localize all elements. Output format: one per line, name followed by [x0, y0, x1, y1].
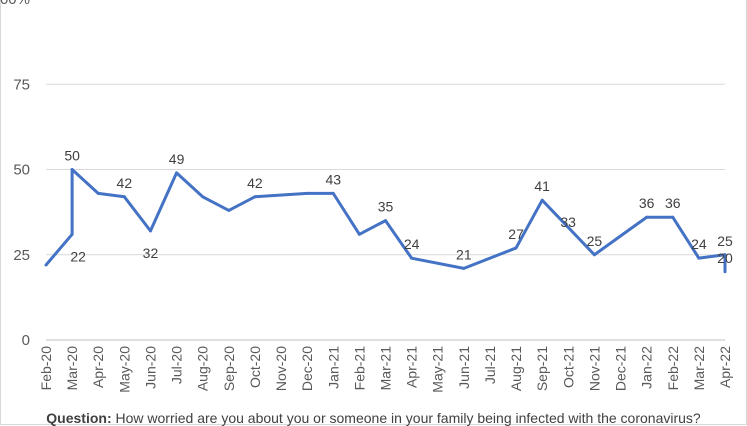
x-tick-label: Aug-21: [508, 346, 524, 391]
data-label: 36: [665, 195, 681, 211]
data-label: 24: [404, 236, 420, 252]
data-point: [70, 232, 74, 236]
data-point: [96, 191, 100, 195]
caption-text: How worried are you about you or someone…: [111, 410, 701, 426]
data-label: 24: [691, 236, 707, 252]
x-tick-label: Jul-20: [169, 346, 185, 384]
x-tick-label: Feb-21: [351, 346, 367, 391]
x-tick-label: Nov-21: [586, 346, 602, 391]
series-line: [44, 168, 727, 272]
data-point: [227, 208, 231, 212]
x-tick-label: Apr-21: [404, 346, 420, 388]
data-point: [410, 256, 414, 260]
y-tick-label: 100%: [0, 0, 30, 8]
data-point: [723, 253, 727, 257]
x-tick-label: Apr-22: [717, 346, 733, 388]
data-point: [723, 270, 727, 274]
data-label: 42: [247, 175, 263, 191]
x-tick-label: Dec-21: [613, 346, 629, 391]
data-point: [514, 246, 518, 250]
x-tick-label: Dec-20: [299, 346, 315, 391]
data-label: 41: [534, 178, 550, 194]
x-tick-label: May-21: [430, 346, 446, 393]
data-point: [175, 171, 179, 175]
x-tick-label: Jun-21: [456, 346, 472, 389]
x-tick-label: Jun-20: [142, 346, 158, 389]
data-label: 35: [378, 199, 394, 215]
x-tick-label: May-20: [116, 346, 132, 393]
data-point: [331, 191, 335, 195]
data-label: 20: [717, 250, 733, 266]
data-label: 42: [117, 175, 133, 191]
data-point: [305, 191, 309, 195]
data-label: 43: [325, 171, 341, 187]
data-point: [253, 195, 257, 199]
data-label: 25: [587, 233, 603, 249]
data-label: 50: [64, 148, 80, 164]
x-tick-label: Nov-20: [273, 346, 289, 391]
data-label: 33: [560, 214, 576, 230]
x-tick-label: Mar-22: [691, 346, 707, 391]
x-tick-label: Mar-21: [378, 346, 394, 391]
data-point: [148, 229, 152, 233]
data-label: 22: [70, 248, 86, 264]
data-point: [462, 266, 466, 270]
x-tick-label: Oct-20: [247, 346, 263, 388]
x-tick-label: Sep-20: [221, 346, 237, 391]
x-tick-label: Feb-20: [38, 346, 54, 391]
data-point: [697, 256, 701, 260]
data-label: 21: [456, 246, 472, 262]
data-point: [592, 253, 596, 257]
data-point: [70, 168, 74, 171]
x-tick-label: Sep-21: [534, 346, 550, 391]
data-point: [384, 219, 387, 223]
data-label: 49: [169, 151, 185, 167]
data-point: [645, 215, 649, 219]
y-tick-label: 25: [13, 247, 30, 264]
y-tick-label: 75: [13, 76, 30, 93]
data-point: [671, 215, 675, 219]
caption-label: Question:: [46, 410, 112, 426]
data-label: 27: [508, 226, 524, 242]
chart-caption: Question: How worried are you about you …: [0, 410, 747, 426]
y-tick-label: 0: [22, 332, 30, 349]
x-tick-label: Apr-20: [90, 346, 106, 388]
x-tick-label: Jan-21: [325, 346, 341, 389]
data-point: [122, 195, 126, 199]
x-tick-label: Feb-22: [665, 346, 681, 391]
x-tick-label: Aug-20: [195, 346, 211, 391]
data-point: [357, 232, 361, 236]
data-point: [540, 198, 544, 202]
y-tick-label: 50: [13, 162, 30, 179]
data-label: 32: [143, 245, 159, 261]
data-label: 25: [717, 233, 733, 249]
x-tick-label: Mar-20: [64, 346, 80, 391]
x-tick-label: Oct-21: [560, 346, 576, 388]
x-tick-label: Jul-21: [482, 346, 498, 384]
data-label: 36: [639, 195, 655, 211]
x-tick-label: Jan-22: [639, 346, 655, 389]
data-point: [44, 263, 48, 267]
data-point: [201, 195, 205, 199]
